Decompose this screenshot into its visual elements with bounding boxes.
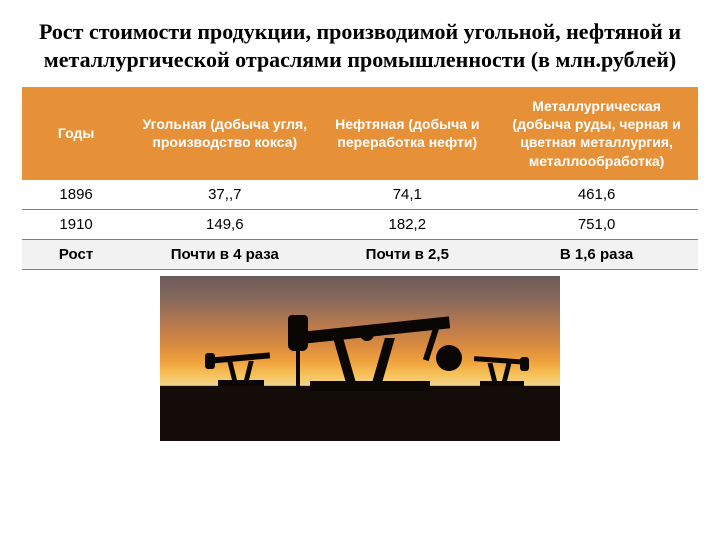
cell: 751,0	[495, 209, 698, 239]
cell: Почти в 2,5	[319, 239, 495, 269]
cell: 74,1	[319, 180, 495, 210]
table-row-growth: Рост Почти в 4 раза Почти в 2,5 В 1,6 ра…	[22, 239, 698, 269]
cell: 1896	[22, 180, 130, 210]
cell: 182,2	[319, 209, 495, 239]
cell: Почти в 4 раза	[130, 239, 319, 269]
cell: 37,,7	[130, 180, 319, 210]
cell: 149,6	[130, 209, 319, 239]
col-header: Металлургическая (добыча руды, черная и …	[495, 87, 698, 180]
table-row: 1910 149,6 182,2 751,0	[22, 209, 698, 239]
slide-title: Рост стоимости продукции, производимой у…	[22, 18, 698, 73]
image-container	[22, 276, 698, 446]
table-row: 1896 37,,7 74,1 461,6	[22, 180, 698, 210]
cell: 461,6	[495, 180, 698, 210]
ground	[160, 386, 560, 441]
col-header: Нефтяная (добыча и переработка нефти)	[319, 87, 495, 180]
col-header: Угольная (добыча угля, производство кокс…	[130, 87, 319, 180]
cell: Рост	[22, 239, 130, 269]
col-header: Годы	[22, 87, 130, 180]
slide: Рост стоимости продукции, производимой у…	[0, 0, 720, 540]
pumpjack-image	[160, 276, 560, 441]
cell: 1910	[22, 209, 130, 239]
data-table: Годы Угольная (добыча угля, производство…	[22, 87, 698, 270]
pumpjack-small-icon	[218, 380, 264, 386]
cell: В 1,6 раза	[495, 239, 698, 269]
table-header: Годы Угольная (добыча угля, производство…	[22, 87, 698, 180]
